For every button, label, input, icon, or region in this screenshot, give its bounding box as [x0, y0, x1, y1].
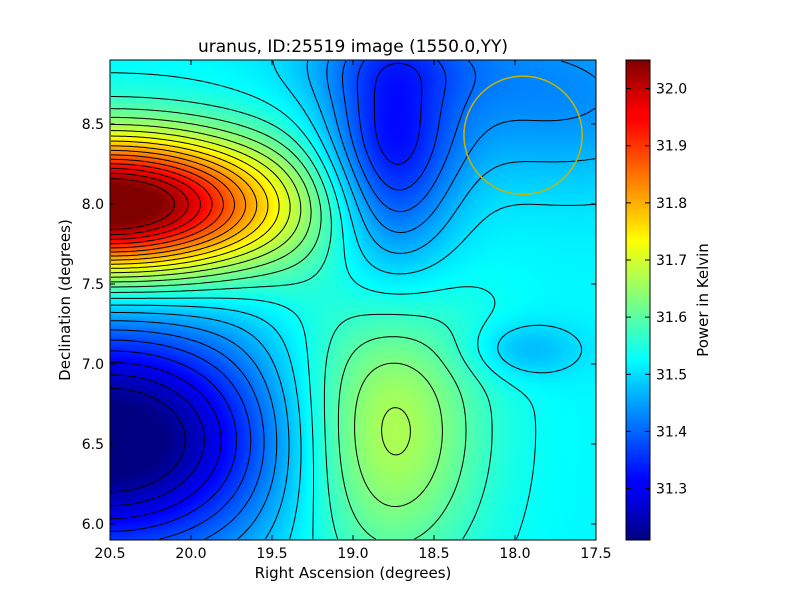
contour-line	[111, 135, 280, 269]
contour-line	[111, 96, 493, 540]
colorbar-ticks: 31.3 31.4 31.5 31.6 31.7 31.8 31.9 32.0	[626, 82, 687, 498]
x-axis-label: Right Ascension (degrees)	[255, 564, 452, 582]
x-axis-ticks: 20.5 20.0 19.5 19.0 18.5 18.0 17.5	[94, 60, 612, 562]
x-tick-label: 18.0	[499, 546, 530, 562]
y-tick-label: 6.0	[82, 517, 104, 533]
contour-line	[111, 60, 596, 540]
contour-line	[111, 362, 222, 520]
beam-circle	[463, 75, 583, 196]
y-axis-ticks: 6.0 6.5 7.0 7.5 8.0 8.5	[82, 117, 596, 533]
colorbar-tick-label: 31.5	[656, 367, 687, 383]
contour-line	[111, 116, 443, 507]
y-tick-label: 7.0	[82, 357, 104, 373]
contour-line	[110, 145, 258, 261]
contour-line	[111, 163, 213, 245]
contour-line	[111, 72, 537, 540]
contour-line	[111, 154, 235, 253]
contour-line	[111, 388, 186, 493]
chart-title: uranus, ID:25519 image (1550.0,YY)	[198, 37, 508, 57]
colorbar-tick-label: 31.4	[656, 424, 687, 440]
contour-line	[111, 60, 476, 540]
x-tick-label: 20.5	[94, 546, 125, 562]
x-tick-label: 20.0	[175, 546, 206, 562]
x-tick-label: 19.5	[256, 546, 287, 562]
y-axis-label: Declination (degrees)	[56, 219, 74, 381]
colorbar-tick-label: 31.7	[656, 253, 687, 269]
contour-line	[111, 178, 175, 230]
heatmap-image	[110, 60, 596, 540]
x-tick-label: 19.0	[337, 546, 368, 562]
plot-area	[110, 60, 596, 540]
colorbar-tick-label: 31.8	[656, 196, 687, 212]
contour-line	[111, 140, 269, 265]
contour-line	[111, 149, 247, 257]
contour-line	[110, 60, 447, 540]
contour-lines	[110, 60, 596, 540]
colorbar-tick-label: 31.3	[656, 482, 687, 498]
colorbar-gradient	[626, 60, 650, 540]
contour-line	[111, 62, 423, 532]
contour-line	[111, 108, 467, 540]
y-tick-label: 8.5	[82, 117, 104, 133]
colorbar-frame	[625, 59, 651, 541]
colorbar-tick-label: 32.0	[656, 82, 687, 98]
contour-line	[111, 158, 224, 249]
x-tick-label: 17.5	[580, 546, 611, 562]
y-tick-label: 7.5	[82, 277, 104, 293]
contour-line	[110, 374, 205, 507]
x-tick-label: 18.5	[418, 546, 449, 562]
contour-line	[110, 172, 189, 236]
y-tick-label: 6.5	[82, 437, 104, 453]
y-tick-label: 8.0	[82, 197, 104, 213]
colorbar-tick-label: 31.6	[656, 310, 687, 326]
colorbar-tick-label: 31.9	[656, 139, 687, 155]
contour-line	[110, 167, 201, 240]
contour-line	[111, 60, 596, 540]
contour-line	[110, 130, 291, 274]
colorbar-label: Power in Kelvin	[694, 243, 712, 357]
